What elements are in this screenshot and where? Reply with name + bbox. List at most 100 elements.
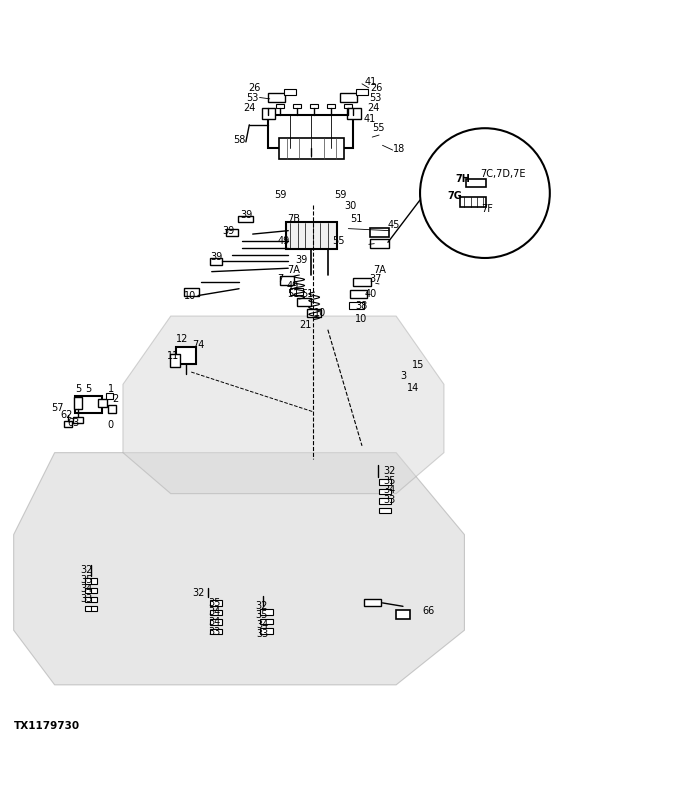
Text: 33: 33	[81, 594, 93, 604]
Text: 49: 49	[286, 281, 298, 291]
Bar	[297, 298, 311, 306]
Bar	[238, 216, 253, 222]
Bar	[379, 498, 391, 504]
Bar	[170, 353, 180, 367]
Bar	[285, 222, 337, 249]
Text: 51: 51	[350, 214, 362, 224]
Bar	[276, 104, 284, 108]
Bar	[356, 88, 368, 96]
Text: 33: 33	[383, 495, 395, 505]
Text: 1: 1	[108, 384, 114, 394]
Text: 40: 40	[365, 289, 377, 299]
Bar	[370, 228, 389, 237]
Text: 7C,7D,7E: 7C,7D,7E	[480, 169, 526, 179]
Text: 7: 7	[277, 274, 283, 284]
Text: 57: 57	[51, 404, 64, 413]
Bar	[379, 479, 391, 485]
Bar	[106, 393, 113, 399]
Text: 39: 39	[240, 210, 253, 220]
Bar	[268, 115, 354, 148]
Text: 39: 39	[222, 226, 234, 236]
Text: 7G: 7G	[447, 191, 462, 201]
Text: 63: 63	[68, 418, 80, 427]
Text: TX1179730: TX1179730	[14, 721, 80, 731]
Text: 41: 41	[365, 76, 377, 87]
Text: 38: 38	[355, 301, 367, 310]
Text: 39: 39	[210, 252, 223, 263]
Text: 3: 3	[400, 371, 406, 381]
Text: 51: 51	[301, 289, 313, 299]
Text: 59: 59	[334, 190, 346, 200]
Bar	[210, 610, 222, 615]
Bar	[210, 600, 222, 606]
Bar	[210, 619, 222, 625]
Bar	[210, 258, 222, 265]
Bar	[307, 309, 321, 318]
Bar	[260, 618, 273, 624]
Text: 12: 12	[176, 334, 189, 344]
Bar	[354, 278, 370, 286]
Text: 2: 2	[113, 394, 119, 404]
Text: 41: 41	[364, 114, 376, 123]
Text: 53: 53	[369, 93, 381, 103]
Text: 35: 35	[208, 598, 221, 608]
Text: 14: 14	[407, 384, 419, 393]
Text: 32: 32	[255, 601, 268, 611]
Text: 34: 34	[383, 486, 395, 495]
Bar	[349, 302, 364, 309]
Text: 39: 39	[295, 255, 307, 265]
Bar	[396, 611, 410, 618]
Text: 24: 24	[367, 103, 379, 113]
Text: 55: 55	[333, 236, 345, 246]
Text: 35: 35	[255, 611, 268, 620]
Text: 34: 34	[208, 617, 221, 627]
Bar	[290, 288, 303, 295]
Bar	[260, 609, 273, 615]
Text: 32: 32	[192, 587, 204, 598]
Text: 66: 66	[422, 606, 434, 616]
Bar	[210, 629, 222, 634]
Text: 34: 34	[257, 620, 269, 630]
Bar	[310, 104, 318, 108]
Text: 7F: 7F	[482, 205, 493, 214]
Text: 5: 5	[85, 384, 91, 394]
Text: 58: 58	[233, 135, 245, 145]
Bar	[379, 508, 391, 513]
Text: 10: 10	[354, 314, 367, 325]
Bar	[260, 628, 273, 634]
Bar	[460, 197, 486, 208]
Bar	[74, 396, 82, 409]
Bar	[85, 597, 97, 603]
Bar	[226, 229, 238, 236]
Text: 15: 15	[412, 361, 424, 370]
Text: 26: 26	[370, 83, 382, 93]
Text: 7B: 7B	[287, 214, 300, 224]
Text: 0: 0	[107, 420, 113, 431]
Bar	[339, 93, 357, 102]
Text: 30: 30	[344, 201, 357, 211]
Text: 74: 74	[193, 340, 205, 349]
Bar	[293, 104, 301, 108]
Text: 24: 24	[243, 103, 255, 113]
Bar	[85, 579, 97, 583]
Text: 33: 33	[208, 626, 221, 637]
Text: 5: 5	[75, 384, 81, 394]
Bar	[350, 290, 367, 298]
Text: 7A: 7A	[288, 264, 301, 275]
Bar	[184, 288, 199, 296]
Bar	[268, 93, 285, 102]
Text: 62: 62	[60, 410, 72, 420]
Text: 35: 35	[383, 476, 395, 486]
Text: 21: 21	[299, 320, 311, 330]
Bar	[64, 421, 72, 427]
Bar	[85, 588, 97, 593]
Polygon shape	[123, 316, 444, 494]
Bar	[108, 405, 116, 413]
Text: 51: 51	[287, 289, 299, 299]
Text: 35: 35	[81, 575, 93, 585]
Bar	[75, 396, 102, 413]
Bar	[262, 108, 275, 119]
Text: 34: 34	[208, 607, 221, 618]
Text: 10: 10	[184, 291, 197, 301]
Bar	[363, 599, 381, 607]
